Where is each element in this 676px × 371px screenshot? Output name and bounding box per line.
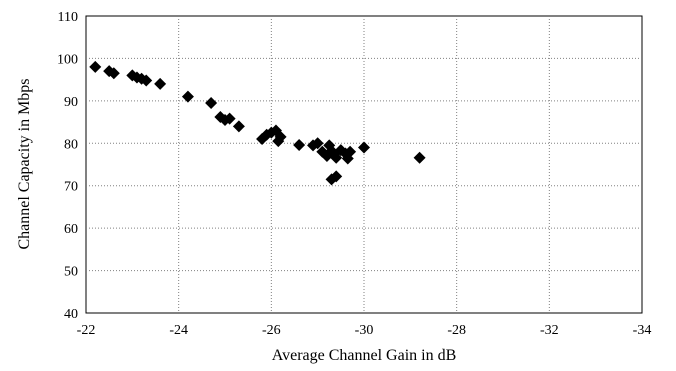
data-point	[311, 137, 324, 150]
data-point	[330, 170, 343, 183]
y-tick-label: 80	[64, 137, 78, 152]
data-point	[140, 74, 153, 87]
data-point	[413, 151, 426, 164]
y-tick-label: 60	[64, 222, 78, 237]
x-tick-label: -30	[355, 323, 374, 338]
data-point	[107, 67, 120, 80]
data-point	[223, 112, 236, 125]
y-tick-label: 90	[64, 95, 78, 110]
data-point	[344, 145, 357, 158]
data-point	[330, 151, 343, 164]
y-tick-labels: 40 50 60 70 80 90 100 110	[57, 10, 78, 322]
y-tick-label: 70	[64, 180, 78, 195]
data-point	[205, 96, 218, 109]
y-tick-label: 100	[57, 52, 78, 67]
x-tick-label: -28	[447, 323, 466, 338]
x-tick-labels: -22 -24 -26 -30 -28 -32 -34	[77, 323, 652, 338]
x-axis-title: Average Channel Gain in dB	[272, 347, 457, 364]
data-point	[89, 60, 102, 73]
y-axis-title: Channel Capacity in Mbps	[16, 78, 33, 249]
data-point	[232, 120, 245, 133]
data-point	[181, 90, 194, 103]
data-points	[89, 60, 426, 186]
y-tick-label: 110	[58, 10, 78, 25]
x-tick-label: -34	[633, 323, 652, 338]
data-point	[358, 141, 370, 154]
y-tick-label: 40	[64, 307, 78, 322]
x-tick-label: -24	[169, 323, 188, 338]
x-tick-label: -26	[262, 323, 281, 338]
data-point	[154, 77, 167, 90]
data-point	[272, 135, 285, 148]
plot-area	[85, 15, 643, 314]
x-tick-label: -32	[540, 323, 559, 338]
y-tick-label: 50	[64, 265, 78, 280]
x-tick-label: -22	[77, 323, 96, 338]
data-point	[293, 138, 306, 151]
